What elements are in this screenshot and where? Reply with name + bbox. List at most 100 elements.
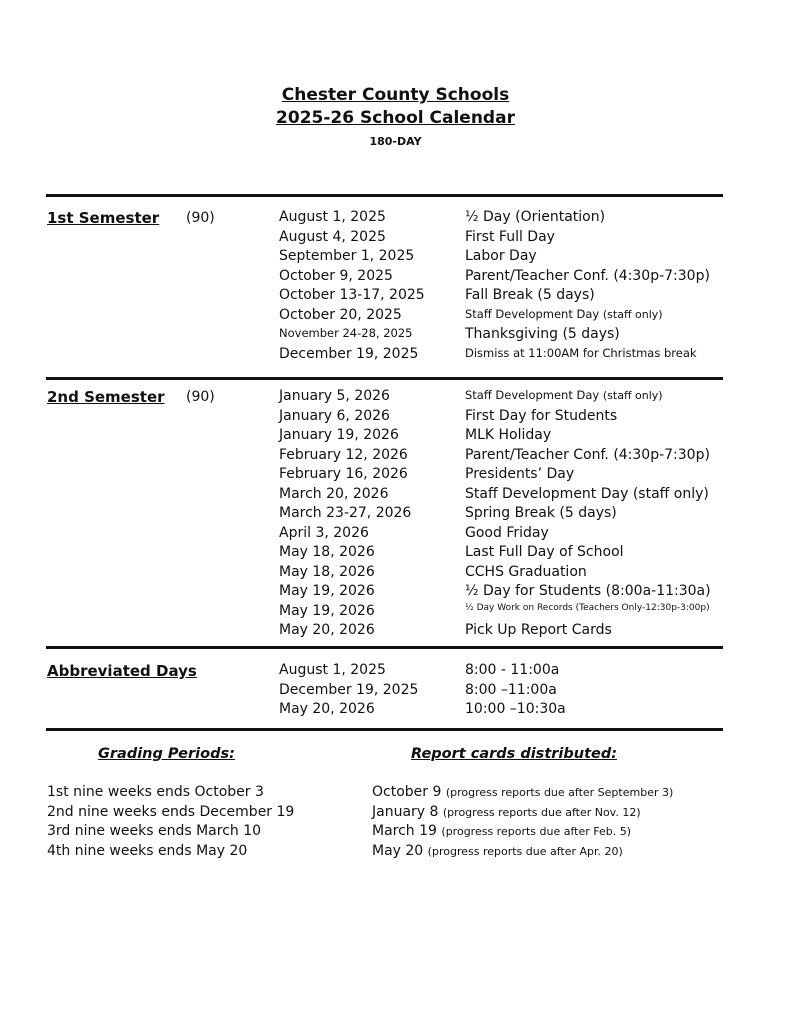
event-text: Fall Break (5 days)	[465, 287, 595, 303]
grading-period-item: 4th nine weeks ends May 20	[47, 842, 248, 859]
event-text: Last Full Day of School	[465, 544, 624, 560]
progress-note: (progress reports due after Nov. 12)	[442, 805, 641, 819]
event-text: Labor Day	[465, 248, 537, 264]
grading-period-item: 3rd nine weeks ends March 10	[47, 823, 262, 839]
event-description: Pick Up Report Cards	[465, 622, 612, 638]
event-date: October 9, 2025	[279, 267, 393, 284]
event-text: Parent/Teacher Conf. (4:30p-7:30p)	[465, 446, 710, 463]
event-date: March 23-27, 2026	[279, 505, 412, 521]
calendar-row: March 20, 2026 Staff Development Day (sta…	[0, 486, 791, 506]
event-text: Staff Development Day	[465, 306, 600, 321]
event-text: Staff Development Day (staff only)	[465, 485, 709, 502]
calendar-row: October 20, 2025 Staff Development Day (s…	[0, 307, 791, 327]
title-calendar: 2025-26 School Calendar	[276, 108, 515, 128]
event-date: January 6, 2026	[279, 407, 390, 424]
event-description: Good Friday	[465, 525, 549, 541]
report-cards-heading: Report cards distributed:	[411, 746, 618, 762]
calendar-row: February 12, 2026 Parent/Teacher Conf. (4…	[0, 447, 791, 467]
day-count: (90)	[186, 210, 215, 226]
event-date: May 18, 2026	[279, 563, 375, 580]
report-card-item: March 19 (progress reports due after Feb…	[372, 823, 631, 839]
calendar-row: January 19, 2026 MLK Holiday	[0, 427, 791, 447]
grading-period-item: 1st nine weeks ends October 3	[47, 784, 264, 800]
event-description: Parent/Teacher Conf. (4:30p-7:30p)	[465, 447, 710, 463]
event-text: Thanksgiving (5 days)	[465, 326, 620, 342]
event-date: January 19, 2026	[279, 427, 399, 443]
event-note: (staff only)	[602, 307, 663, 321]
report-date: May 20	[372, 842, 424, 859]
event-text: ½ Day for Students (8:00a-11:30a)	[465, 583, 711, 599]
second-semester-section: 2nd Semester (90) January 5, 2026 Staff D…	[0, 388, 791, 642]
event-date: February 12, 2026	[279, 446, 408, 463]
event-text: CCHS Graduation	[465, 563, 587, 580]
event-text: ½ Day (Orientation)	[465, 209, 606, 225]
calendar-row: August 4, 2025 First Full Day	[0, 229, 791, 249]
report-card-item: May 20 (progress reports due after Apr. …	[372, 843, 623, 859]
event-date: August 1, 2025	[279, 209, 386, 225]
event-date: May 20, 2026	[279, 701, 375, 717]
calendar-row: February 16, 2026 Presidents’ Day	[0, 466, 791, 486]
event-text: Parent/Teacher Conf. (4:30p-7:30p)	[465, 267, 710, 284]
calendar-row: May 19, 2026 ½ Day for Students (8:00a-11…	[0, 583, 791, 603]
event-date: November 24-28, 2025	[279, 326, 413, 340]
event-description: Labor Day	[465, 248, 537, 264]
first-semester-section: 1st Semester (90) August 1, 2025 ½ Day (O…	[0, 209, 791, 365]
event-date: October 13-17, 2025	[279, 287, 425, 303]
event-date: March 20, 2026	[279, 485, 389, 502]
event-description: 8:00 - 11:00a	[465, 662, 559, 678]
divider	[46, 377, 723, 380]
section-label: 2nd Semester	[47, 388, 165, 406]
event-date: May 19, 2026	[279, 583, 375, 599]
event-description: 10:00 –10:30a	[465, 701, 566, 717]
grading-periods-heading: Grading Periods:	[98, 746, 235, 762]
event-description: Staff Development Day (staff only)	[465, 486, 709, 502]
progress-note: (progress reports due after September 3)	[445, 786, 674, 799]
event-description: Staff Development Day (staff only)	[465, 307, 663, 321]
event-description: 8:00 –11:00a	[465, 682, 557, 698]
divider	[46, 646, 723, 649]
event-text: Pick Up Report Cards	[465, 622, 612, 638]
event-text: Presidents’ Day	[465, 466, 575, 482]
progress-note: (progress reports due after Apr. 20)	[427, 844, 623, 858]
title-district: Chester County Schools	[281, 85, 510, 105]
event-date: May 19, 2026	[279, 602, 375, 619]
section-label: 1st Semester	[47, 209, 160, 227]
calendar-row: December 19, 2025 Dismiss at 11:00AM for …	[0, 346, 791, 366]
event-text: 10:00 –10:30a	[465, 701, 566, 717]
event-description: ½ Day for Students (8:00a-11:30a)	[465, 583, 711, 599]
divider	[46, 194, 723, 197]
event-description: MLK Holiday	[465, 427, 551, 443]
calendar-row: May 19, 2026 ½ Day Work on Records (Teach…	[0, 603, 791, 623]
event-text: 8:00 - 11:00a	[465, 662, 560, 678]
calendar-row: May 18, 2026 CCHS Graduation	[0, 564, 791, 584]
subtitle: 180-DAY	[369, 135, 422, 148]
event-description: Parent/Teacher Conf. (4:30p-7:30p)	[465, 268, 710, 284]
event-text: First Full Day	[465, 228, 555, 245]
report-date: January 8	[372, 803, 439, 820]
section-label: Abbreviated Days	[47, 662, 197, 680]
event-text: 8:00 –11:00a	[465, 681, 557, 698]
event-date: August 4, 2025	[279, 228, 386, 245]
event-date: October 20, 2025	[279, 306, 402, 323]
event-description: ½ Day (Orientation)	[465, 209, 605, 225]
event-date: May 18, 2026	[279, 544, 375, 560]
report-card-item: January 8 (progress reports due after No…	[372, 804, 641, 820]
event-text: Spring Break (5 days)	[465, 505, 617, 521]
event-date: April 3, 2026	[279, 524, 369, 541]
event-description: Staff Development Day (staff only)	[465, 388, 663, 402]
event-description: Presidents’ Day	[465, 466, 574, 482]
event-description: Spring Break (5 days)	[465, 505, 617, 521]
progress-note: (progress reports due after Feb. 5)	[441, 825, 632, 838]
event-description: ½ Day Work on Records (Teachers Only-12:…	[465, 603, 710, 613]
calendar-row: September 1, 2025 Labor Day	[0, 248, 791, 268]
event-date: December 19, 2025	[279, 681, 419, 698]
calendar-row: October 13-17, 2025 Fall Break (5 days)	[0, 287, 791, 307]
calendar-row: May 18, 2026 Last Full Day of School	[0, 544, 791, 564]
calendar-row: November 24-28, 2025 Thanksgiving (5 days…	[0, 326, 791, 346]
calendar-row: May 20, 2026 Pick Up Report Cards	[0, 622, 791, 642]
day-count: (90)	[186, 389, 215, 405]
event-text: ½ Day Work on Records (Teachers Only-12:…	[465, 602, 710, 613]
event-description: Last Full Day of School	[465, 544, 624, 560]
event-date: August 1, 2025	[279, 662, 386, 678]
